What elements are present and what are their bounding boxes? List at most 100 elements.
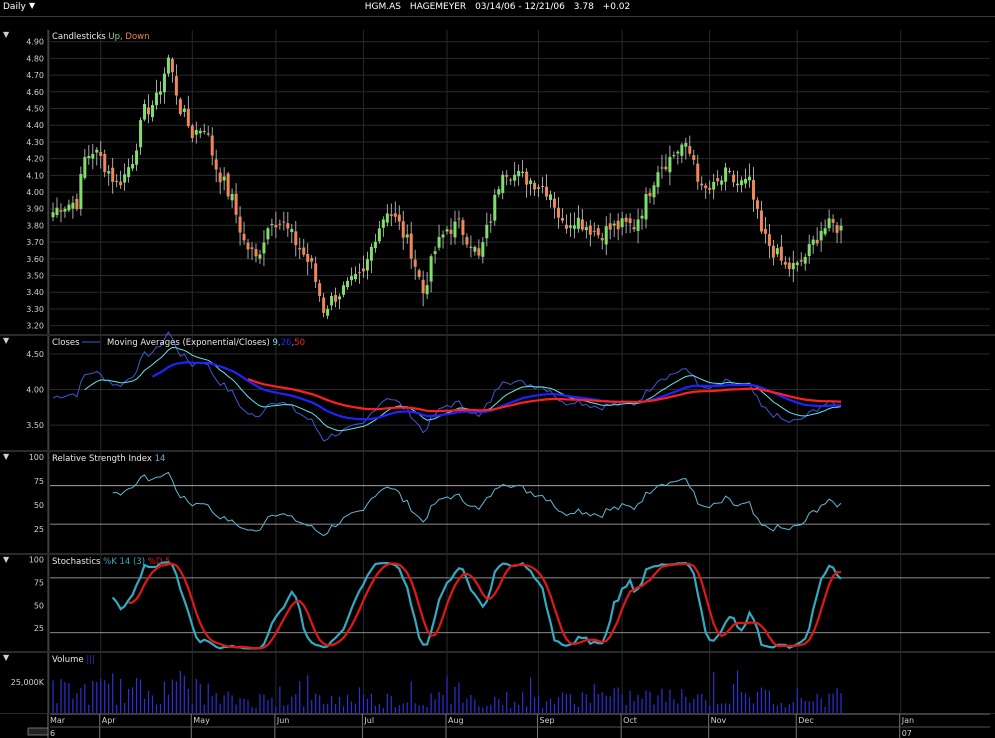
candle-body	[680, 144, 684, 156]
candle	[405, 224, 409, 244]
month-label: Dec	[798, 716, 813, 725]
candle	[751, 166, 755, 212]
candle	[202, 123, 206, 135]
candle-body	[210, 135, 214, 156]
candle-body	[696, 163, 700, 182]
candle-body	[186, 109, 190, 127]
candle-body	[262, 242, 266, 254]
candle-body	[393, 213, 397, 217]
candle	[71, 195, 75, 219]
candle-body	[218, 172, 222, 183]
candle	[473, 245, 477, 256]
candle-body	[441, 234, 445, 238]
dropdown-arrow-icon[interactable]: ▼	[29, 1, 36, 10]
candle-body	[226, 173, 230, 197]
candle-body	[174, 76, 178, 96]
candle-body	[91, 153, 95, 159]
y-tick-label: 4.50	[26, 105, 44, 114]
candle	[465, 233, 469, 248]
panel-title: Stochastics %K 14 (3) %D 5	[52, 557, 170, 567]
candle-body	[55, 207, 59, 215]
rsi-panel: 25 50 75 100 Relative Strength Index 14	[29, 453, 990, 537]
price-collapse-icon: ▼	[3, 30, 10, 39]
candle	[357, 263, 361, 284]
candle-body	[87, 155, 91, 159]
candle	[79, 166, 83, 216]
candle-body	[409, 233, 413, 259]
stock-chart[interactable]: ▼ ▼ ▼ ▼ ▼ 3.20 3.30 3.40 3.50 3.60 3.70 3.80 3.90 4.…	[0, 16, 995, 738]
candle	[576, 205, 580, 233]
candle	[835, 222, 839, 244]
candle-body	[556, 207, 560, 218]
candle-body	[326, 308, 330, 316]
candle-body	[361, 268, 365, 272]
candle-body	[429, 256, 433, 282]
candle	[632, 219, 636, 233]
candle-body	[222, 176, 226, 181]
candle-body	[724, 167, 728, 182]
candle	[373, 233, 377, 253]
candle	[608, 213, 612, 240]
candle	[648, 188, 652, 204]
candle	[525, 168, 529, 198]
candle	[684, 137, 688, 160]
candle	[564, 214, 568, 234]
candle-body	[537, 187, 541, 189]
candle-body	[158, 91, 162, 95]
candle	[353, 266, 357, 282]
candle	[270, 218, 274, 236]
candle	[636, 208, 640, 244]
y-tick-label: 25,000K	[11, 678, 45, 687]
candle	[505, 170, 509, 186]
candle	[779, 234, 783, 265]
candle	[700, 176, 704, 191]
candle	[254, 243, 258, 263]
candle	[449, 218, 453, 246]
candle-body	[238, 216, 242, 233]
candle-body	[290, 228, 294, 232]
rsi-line	[112, 471, 842, 537]
legend-down: Down	[125, 32, 149, 42]
candle-body	[405, 234, 409, 238]
candle	[154, 79, 158, 110]
candle-body	[242, 233, 246, 241]
candle-body	[608, 223, 612, 230]
candle	[314, 256, 318, 289]
candle-body	[720, 180, 724, 185]
candle-body	[79, 174, 83, 209]
candle-body	[485, 224, 489, 239]
candle-body	[170, 58, 174, 73]
candle-body	[580, 219, 584, 230]
candle-body	[716, 178, 720, 182]
candle	[234, 183, 238, 224]
candle-body	[568, 225, 572, 228]
candle	[545, 174, 549, 201]
candle-body	[664, 166, 668, 170]
candle-body	[505, 175, 509, 177]
chart-title: HGM.AS HAGEMEYER 03/14/06 - 12/21/06 3.7…	[0, 2, 995, 12]
candle-body	[740, 180, 744, 186]
y-tick-label: 3.50	[26, 272, 44, 281]
candle-body	[628, 218, 632, 224]
candle	[724, 162, 728, 191]
rsi-period: 14	[155, 454, 166, 464]
panel-title: Candlesticks Up, Down	[52, 32, 150, 42]
candle-body	[357, 272, 361, 274]
candle	[55, 197, 59, 218]
candle	[668, 145, 672, 186]
candle-body	[397, 214, 401, 222]
candle	[385, 204, 389, 227]
candle	[736, 170, 740, 193]
rsi-collapse-icon: ▼	[3, 452, 10, 461]
candle	[401, 210, 405, 250]
candle	[429, 253, 433, 293]
y-tick-label: 3.60	[26, 255, 44, 264]
date-axis: Mar Apr May Jun Jul Aug Sep Oct Nov Dec Jan 6 07	[0, 713, 995, 738]
candle	[771, 240, 775, 266]
price-panel: 3.20 3.30 3.40 3.50 3.60 3.70 3.80 3.90 4.00 4.10…	[26, 32, 990, 331]
candle-body	[533, 182, 537, 190]
candle	[413, 249, 417, 280]
candle-body	[712, 181, 716, 190]
candle-body	[182, 108, 186, 112]
period-selector[interactable]: Daily	[3, 2, 26, 12]
